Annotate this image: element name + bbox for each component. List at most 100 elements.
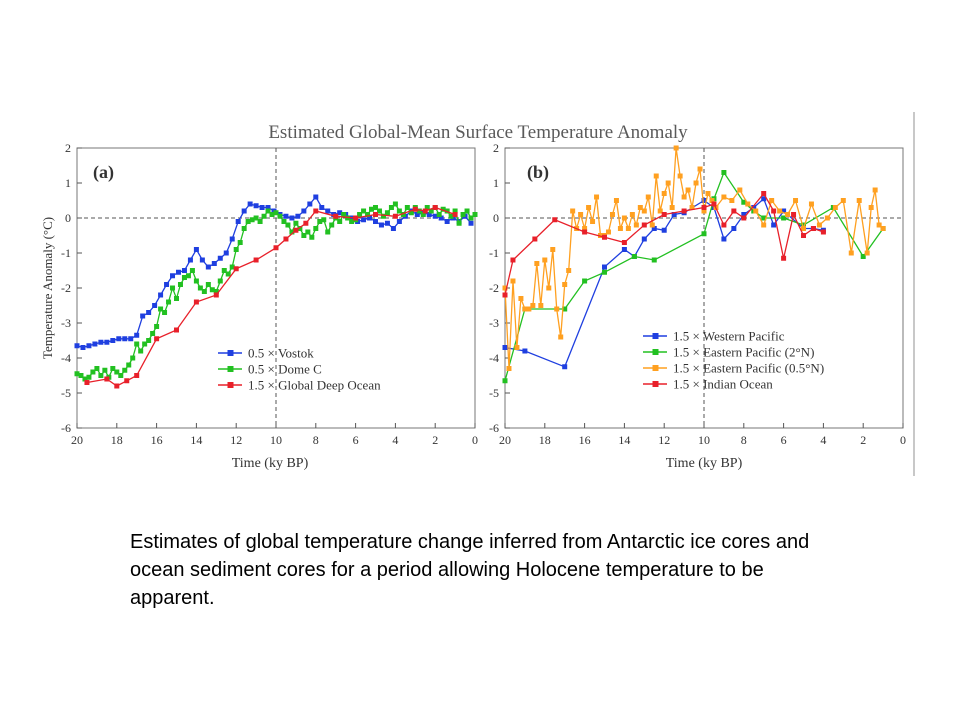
panel-a-series-1-point: [349, 219, 355, 224]
panel-b-series-3-point: [701, 205, 707, 210]
panel-b-series-2-point: [864, 250, 870, 256]
panel-b-series-0-point: [661, 227, 667, 233]
panel-b-x-tick-label: 6: [781, 433, 787, 447]
panel-b-x-tick-label: 0: [900, 433, 906, 447]
panel-a-series-0-point: [289, 215, 295, 221]
panel-b-series-1-point: [701, 231, 707, 237]
panel-b-series-2-point: [793, 198, 799, 203]
panel-b-series-2-point: [645, 194, 651, 200]
panel-b-series-0-point: [781, 208, 787, 214]
panel-a-series-0-point: [319, 205, 325, 210]
panel-b-series-2-point: [880, 226, 886, 231]
panel-b-series-2-point: [578, 212, 584, 217]
panel-a-series-0-point: [187, 257, 193, 263]
panel-a-series-1-point: [130, 355, 136, 361]
panel-a-series-2-point: [253, 257, 259, 263]
panel-b-y-tick-label: -6: [489, 421, 499, 435]
panel-b-series-1-point: [860, 254, 866, 259]
panel-b-series-2-point: [609, 212, 615, 217]
panel-b-series-0-point: [751, 205, 757, 210]
panel-b-x-tick-label: 2: [860, 433, 866, 447]
panel-b-series-2-point: [590, 219, 596, 224]
panel-a-legend-label: 0.5 × Vostok: [248, 346, 314, 361]
panel-b-series-0-point: [522, 348, 528, 354]
panel-a-series-0-point: [438, 215, 444, 221]
panel-a-series-0-point: [122, 336, 128, 342]
panel-b-x-tick-label: 12: [658, 433, 670, 447]
panel-a-x-tick-label: 0: [472, 433, 478, 447]
panel-b-series-1-point: [781, 215, 787, 221]
panel-a-series-1-point: [420, 212, 426, 217]
panel-b-series-0-point: [651, 226, 657, 231]
panel-b-series-2-point: [594, 194, 600, 200]
panel-b-series-3-point: [552, 217, 558, 223]
panel-b-series-0-point: [641, 236, 647, 242]
panel-border-right: [913, 112, 915, 476]
panel-b-series-2-point: [558, 334, 564, 340]
panel-b-series-2-point: [562, 282, 568, 287]
panel-b-series-3-point: [741, 215, 747, 221]
panel-b-series-1-point: [721, 170, 727, 175]
panel-a-series-0-point: [253, 203, 259, 209]
panel-a-series-0-point: [283, 213, 289, 219]
panel-a-series-1-point: [452, 208, 458, 214]
panel-a-y-axis-label: Temperature Anomaly (°C): [40, 217, 55, 359]
panel-a-series-0-point: [146, 310, 152, 315]
panel-a-series-1-point: [209, 287, 215, 293]
panel-a-series-0-point: [140, 313, 146, 319]
panel-a-series-0-point: [241, 208, 247, 214]
panel-b-y-tick-label: -4: [489, 351, 499, 365]
panel-b-series-3-line: [504, 192, 824, 296]
panel-b-series-0-point: [602, 264, 607, 270]
panel-b-series-2-point: [649, 222, 655, 228]
panel-a-series-1-point: [277, 213, 283, 219]
panel-b-series-2-point: [777, 208, 783, 214]
panel-b-series-3-point: [532, 236, 538, 242]
panel-a-legend-label: 0.5 × Dome C: [248, 362, 322, 377]
panel-a-x-tick-label: 10: [270, 433, 282, 447]
panel-a-series-1-point: [365, 212, 371, 217]
panel-a-series-2-point: [333, 213, 339, 219]
panel-a-series-1-point: [233, 247, 239, 252]
panel-b-series-2-point: [506, 366, 512, 371]
panel-a-series-2-point: [213, 292, 219, 298]
panel-a-series-0-point: [92, 341, 98, 347]
panel-a-series-1-point: [193, 278, 199, 284]
panel-a-series-1-point: [237, 240, 243, 245]
panel-a-series-1-point: [380, 213, 386, 219]
panel-b-series-2-point: [550, 247, 556, 252]
panel-a-series-1-point: [110, 366, 116, 371]
panel-a-series-1-point: [428, 208, 434, 214]
panel-b-series-2-point: [701, 208, 707, 214]
panel-a-series-1-point: [90, 369, 96, 375]
panel-a-series-1-point: [114, 369, 120, 375]
panel-a-series-0-point: [229, 236, 235, 242]
panel-b-legend-label: 1.5 × Eastern Pacific (2°N): [673, 345, 814, 360]
panel-a-series-0-point: [104, 339, 110, 345]
panel-a-series-1-point: [253, 215, 259, 221]
panel-b-series-2-point: [617, 226, 623, 231]
panel-a-series-1-point: [297, 226, 303, 231]
panel-b-series-3-point: [661, 212, 667, 217]
panel-a-series-0-point: [444, 219, 450, 224]
panel-b-series-2-point: [530, 303, 536, 308]
panel-a-series-0-point: [193, 247, 199, 252]
panel-a-y-tick-label: 2: [65, 141, 71, 155]
panel-b-series-2-point: [856, 198, 862, 203]
panel-a-series-1-point: [265, 208, 271, 214]
panel-b-series-2-point: [693, 180, 699, 186]
panel-a-series-1-point: [436, 212, 442, 217]
panel-a-series-2-point: [422, 208, 428, 214]
panel-b-series-2-point: [518, 296, 524, 301]
panel-b-legend-swatch-marker: [652, 365, 659, 371]
panel-b-legend-label: 1.5 × Western Pacific: [673, 329, 785, 344]
panel-a-x-tick-label: 12: [230, 433, 242, 447]
panel-a-series-1-point: [241, 226, 247, 231]
panel-a-x-axis-label: Time (ky BP): [232, 456, 309, 471]
panel-b-series-2-point: [625, 226, 631, 231]
panel-a-series-0-point: [313, 194, 319, 200]
panel-b-series-2-point: [785, 212, 791, 217]
panel-b-series-3-point: [761, 191, 767, 196]
panel-a-series-1-point: [142, 341, 148, 347]
